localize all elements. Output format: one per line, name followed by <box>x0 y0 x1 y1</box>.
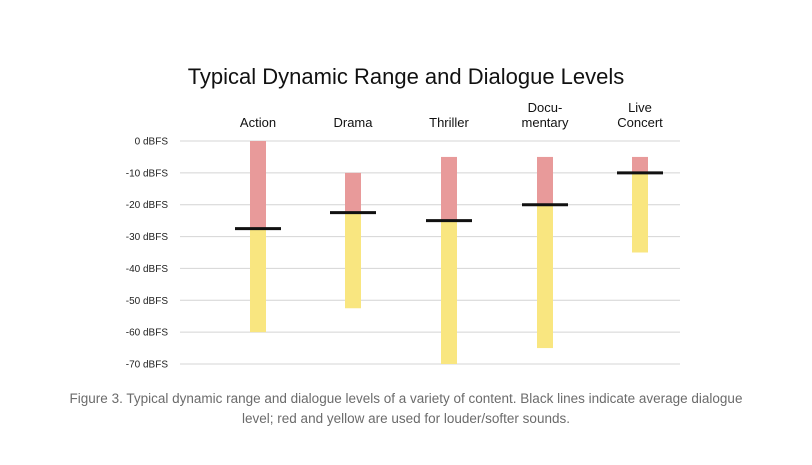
category-label: Concert <box>617 115 663 130</box>
louder-range-bar <box>632 156 648 173</box>
softer-range-bar <box>250 228 266 333</box>
figure-caption: Figure 3. Typical dynamic range and dial… <box>69 391 743 426</box>
category-label: Action <box>240 115 276 130</box>
softer-range-bar <box>345 212 361 309</box>
louder-range-bar <box>250 141 266 229</box>
category-label: Drama <box>333 115 373 130</box>
category-label: Docu- <box>528 100 563 115</box>
y-tick-label: 0 dBFS <box>135 137 169 148</box>
category-label: mentary <box>522 115 569 130</box>
y-tick-label: -30 dBFS <box>126 232 169 243</box>
y-tick-label: -60 dBFS <box>126 328 169 339</box>
softer-range-bar <box>537 204 553 349</box>
y-tick-label: -20 dBFS <box>126 200 169 211</box>
y-tick-label: -40 dBFS <box>126 264 169 275</box>
category-label: Live <box>628 100 652 115</box>
y-tick-label: -10 dBFS <box>126 168 169 179</box>
louder-range-bar <box>537 156 553 205</box>
louder-range-bar <box>345 172 361 213</box>
softer-range-bar <box>632 172 648 253</box>
louder-range-bar <box>441 156 457 221</box>
y-tick-label: -70 dBFS <box>126 360 169 371</box>
chart-title: Typical Dynamic Range and Dialogue Level… <box>187 64 625 89</box>
y-tick-label: -50 dBFS <box>126 296 169 307</box>
softer-range-bar <box>441 220 457 364</box>
category-label: Thriller <box>429 115 469 130</box>
